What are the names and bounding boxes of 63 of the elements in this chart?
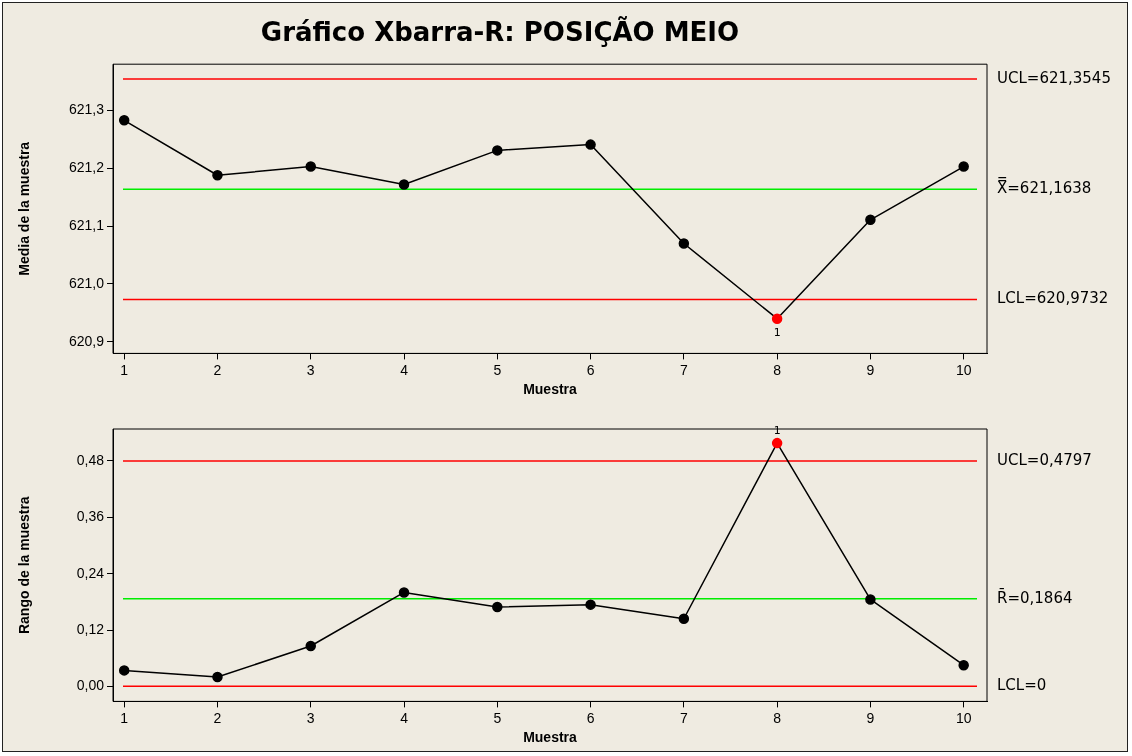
y-tick-label: 0,48 xyxy=(76,451,105,468)
point xyxy=(958,659,969,671)
point xyxy=(118,115,130,126)
x-tick-label: 1 xyxy=(120,709,129,726)
x-tick-label: 9 xyxy=(866,709,875,726)
point xyxy=(678,238,690,249)
y-axis-title: Media de la muestra xyxy=(16,141,33,276)
x-tick-label: 8 xyxy=(773,709,782,726)
y-tick-label: 621,1 xyxy=(68,217,105,234)
y-tick-label: 0,36 xyxy=(76,508,105,525)
x-tick-label: 8 xyxy=(773,361,782,378)
x-tick-label: 3 xyxy=(306,361,315,378)
point xyxy=(585,139,596,150)
point xyxy=(398,179,410,190)
point xyxy=(771,437,783,449)
point xyxy=(305,161,316,172)
y-tick-label: 0,12 xyxy=(76,620,105,637)
y-tick-label: 621,0 xyxy=(68,274,105,291)
x-tick-label: 4 xyxy=(400,709,409,726)
point xyxy=(492,145,503,156)
ref-line-label: LCL=620,9732 xyxy=(997,289,1109,308)
point xyxy=(678,613,690,624)
point xyxy=(771,313,783,324)
x-tick-label: 10 xyxy=(955,361,972,378)
point xyxy=(305,640,316,652)
ref-line-label: R̄=0,1864 xyxy=(997,587,1073,607)
x-tick-label: 6 xyxy=(586,361,595,378)
point xyxy=(398,587,410,598)
point xyxy=(585,599,596,610)
x-tick-label: 5 xyxy=(493,361,502,378)
x-tick-label: 4 xyxy=(400,361,409,378)
y-axis-title: Rango de la muestra xyxy=(16,496,33,635)
x-tick-label: 1 xyxy=(120,361,129,378)
x-tick-label: 6 xyxy=(586,709,595,726)
point xyxy=(212,170,223,181)
ref-line-label: UCL=621,3545 xyxy=(997,68,1111,87)
x-tick-label: 9 xyxy=(866,361,875,378)
point xyxy=(212,671,223,683)
y-tick-label: 0,00 xyxy=(76,677,105,694)
annotation: 1 xyxy=(773,325,781,339)
point xyxy=(958,161,969,172)
y-tick-label: 621,3 xyxy=(68,101,105,118)
point xyxy=(865,594,876,605)
y-tick-label: 620,9 xyxy=(68,332,105,349)
x-tick-label: 2 xyxy=(213,361,222,378)
x-tick-label: 3 xyxy=(306,709,315,726)
y-tick-label: 0,24 xyxy=(76,564,105,581)
x-tick-label: 7 xyxy=(679,361,688,378)
x-tick-label: 10 xyxy=(955,709,972,726)
annotation: 1 xyxy=(773,423,781,437)
ref-line-label: X̿=621,1638 xyxy=(997,177,1092,198)
chart-title: Gráfico Xbarra-R: POSIÇÃO MEIO xyxy=(260,16,740,48)
point xyxy=(118,665,130,676)
ref-line-label: LCL=0 xyxy=(997,676,1047,695)
x-tick-label: 2 xyxy=(213,709,222,726)
x-axis-title: Muestra xyxy=(523,729,578,746)
x-axis-title: Muestra xyxy=(523,381,578,398)
x-tick-label: 5 xyxy=(493,709,502,726)
y-tick-label: 621,2 xyxy=(68,159,105,176)
x-tick-label: 7 xyxy=(679,709,688,726)
ref-line-label: UCL=0,4797 xyxy=(997,450,1092,469)
point xyxy=(865,214,876,226)
point xyxy=(492,601,503,613)
